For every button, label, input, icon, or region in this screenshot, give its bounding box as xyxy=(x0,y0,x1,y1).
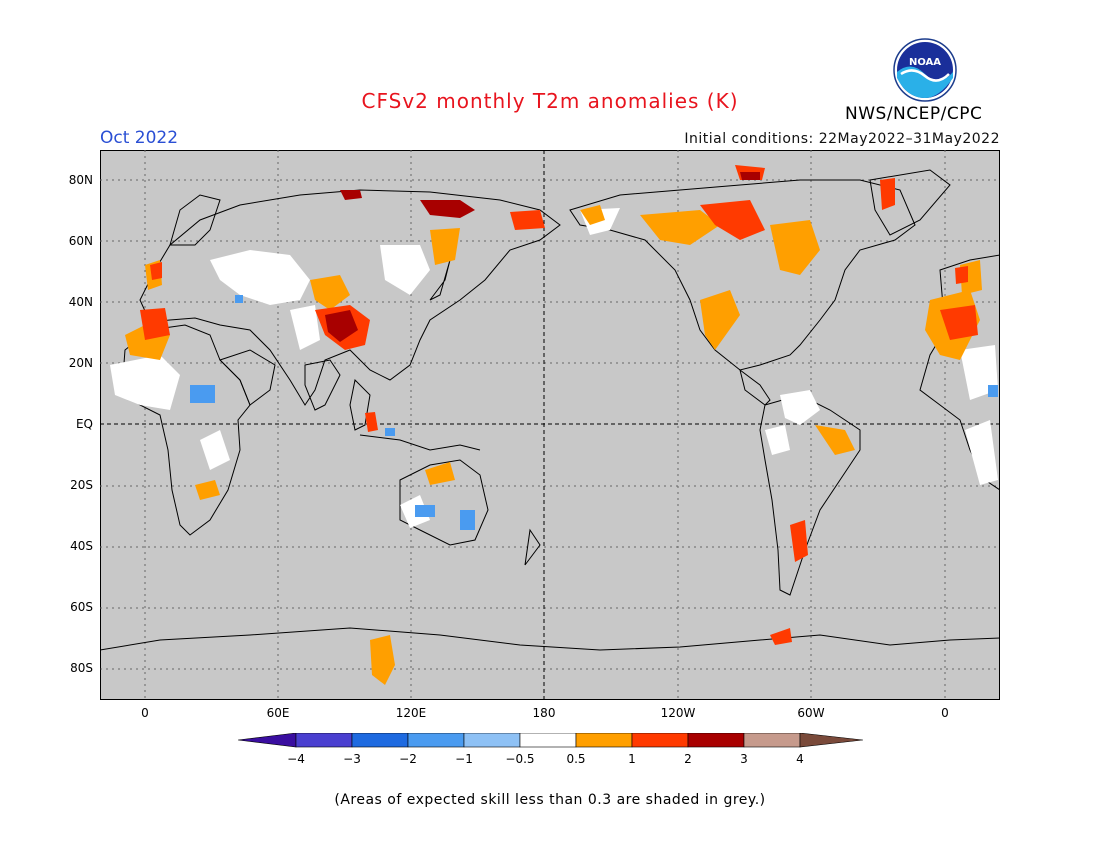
footnote: (Areas of expected skill less than 0.3 a… xyxy=(334,792,766,808)
legend-label-minus05: −0.5 xyxy=(505,752,535,766)
lon-label-120e: 120E xyxy=(395,706,427,720)
lat-label-80n: 80N xyxy=(68,173,93,187)
legend-swatch-minus4-minus3 xyxy=(295,733,353,748)
agency-label: NWS/NCEP/CPC xyxy=(845,104,983,124)
legend-swatch-minus1-minus05 xyxy=(463,733,521,748)
lat-label-60n: 60N xyxy=(68,234,93,248)
legend-swatch-minus3-minus2 xyxy=(351,733,409,748)
coastlines xyxy=(100,169,1000,700)
legend-swatch-3-4 xyxy=(743,733,801,748)
lon-label-180: 180 xyxy=(532,706,556,720)
legend-swatch-2-3 xyxy=(687,733,745,748)
lon-label-0-left: 0 xyxy=(141,706,149,720)
legend-label-minus1: −1 xyxy=(455,752,473,766)
legend-label-4: 4 xyxy=(796,752,804,766)
lon-label-120w: 120W xyxy=(660,706,696,720)
color-legend xyxy=(238,733,863,748)
legend-label-3: 3 xyxy=(740,752,748,766)
noaa-logo: NOAA xyxy=(893,38,957,102)
legend-swatch-05-1 xyxy=(575,733,633,748)
legend-swatch-1-2 xyxy=(631,733,689,748)
legend-swatch-minus2-minus1 xyxy=(407,733,465,748)
anomaly-patches xyxy=(110,165,998,685)
legend-label-05: 0.5 xyxy=(566,752,586,766)
anomaly-map xyxy=(100,150,1000,700)
lon-label-60e: 60E xyxy=(266,706,290,720)
logo-lettering: NOAA xyxy=(909,57,941,68)
lat-label-20n: 20N xyxy=(68,356,93,370)
legend-swatch-lt-minus4 xyxy=(238,733,297,748)
lat-label-40s: 40S xyxy=(70,539,93,553)
lon-label-60w: 60W xyxy=(797,706,825,720)
legend-label-minus3: −3 xyxy=(343,752,361,766)
legend-label-1: 1 xyxy=(628,752,636,766)
lat-label-eq: EQ xyxy=(75,417,93,431)
lat-label-20s: 20S xyxy=(70,478,93,492)
lat-label-80s: 80S xyxy=(70,661,93,675)
map-title: CFSv2 monthly T2m anomalies (K) xyxy=(361,89,739,113)
legend-label-2: 2 xyxy=(684,752,692,766)
initial-conditions: Initial conditions: 22May2022–31May2022 xyxy=(684,131,1000,147)
lat-label-60s: 60S xyxy=(70,600,93,614)
legend-swatch-neutral xyxy=(519,733,577,748)
lon-label-0-right: 0 xyxy=(941,706,949,720)
lat-label-40n: 40N xyxy=(68,295,93,309)
equator-dateline xyxy=(100,150,1000,700)
legend-label-minus2: −2 xyxy=(399,752,417,766)
forecast-month: Oct 2022 xyxy=(100,128,179,148)
legend-swatch-gt-4 xyxy=(799,733,863,748)
gridlines xyxy=(100,150,1000,700)
legend-label-minus4: −4 xyxy=(287,752,305,766)
